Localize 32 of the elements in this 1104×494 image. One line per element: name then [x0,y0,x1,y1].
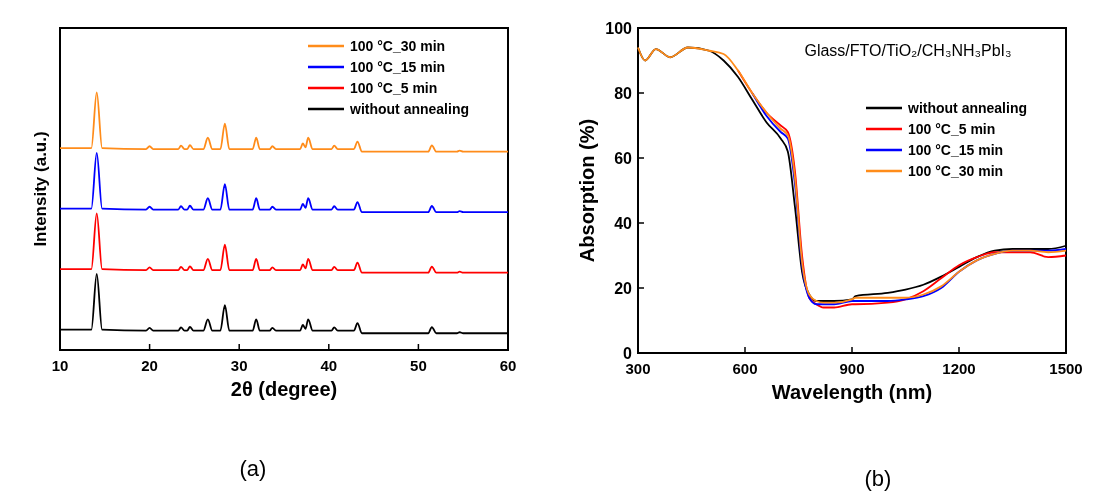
x-tick-label: 40 [320,357,338,374]
legend-label: 100 °C_5 min [908,121,996,137]
x-tick-label: 1200 [942,360,976,377]
x-tick-label: 60 [499,357,517,374]
legend-label: 100 °C_15 min [350,59,446,75]
x-tick-label: 50 [410,357,427,374]
y-tick-label: 100 [605,20,633,37]
text: (a) [239,456,267,481]
legend-label: 100 °C_15 min [908,142,1004,158]
y-axis-title: Intensity (a.u.) [31,131,50,247]
x-axis-title: 2θ (degree) [230,378,338,400]
y-axis-title: Absorption (%) [576,118,598,263]
y-tick-label: 80 [614,85,633,102]
y-tick-label: 40 [614,215,633,232]
y-tick-label: 20 [614,280,633,297]
y-tick-label: 60 [614,150,633,167]
x-tick-label: 20 [141,357,158,374]
x-tick-label: 30 [230,357,248,374]
legend-label: without annealing [907,100,1027,116]
x-tick-label: 600 [732,360,758,377]
text: (b) [864,466,892,491]
legend-label: 100 °C_30 min [350,38,446,54]
legend-label: 100 °C_30 min [908,163,1004,179]
y-tick-label: 0 [623,345,633,362]
x-tick-label: 300 [625,360,651,377]
legend-label: 100 °C_5 min [350,80,438,96]
legend-label: without annealing [349,101,469,117]
x-axis-title: Wavelength (nm) [771,381,933,403]
x-tick-label: 900 [839,360,865,377]
annotation: Glass/FTO/TiO₂/CH₃NH₃PbI₃ [804,42,1012,59]
x-tick-label: 1500 [1049,360,1083,377]
x-tick-label: 10 [51,357,69,374]
